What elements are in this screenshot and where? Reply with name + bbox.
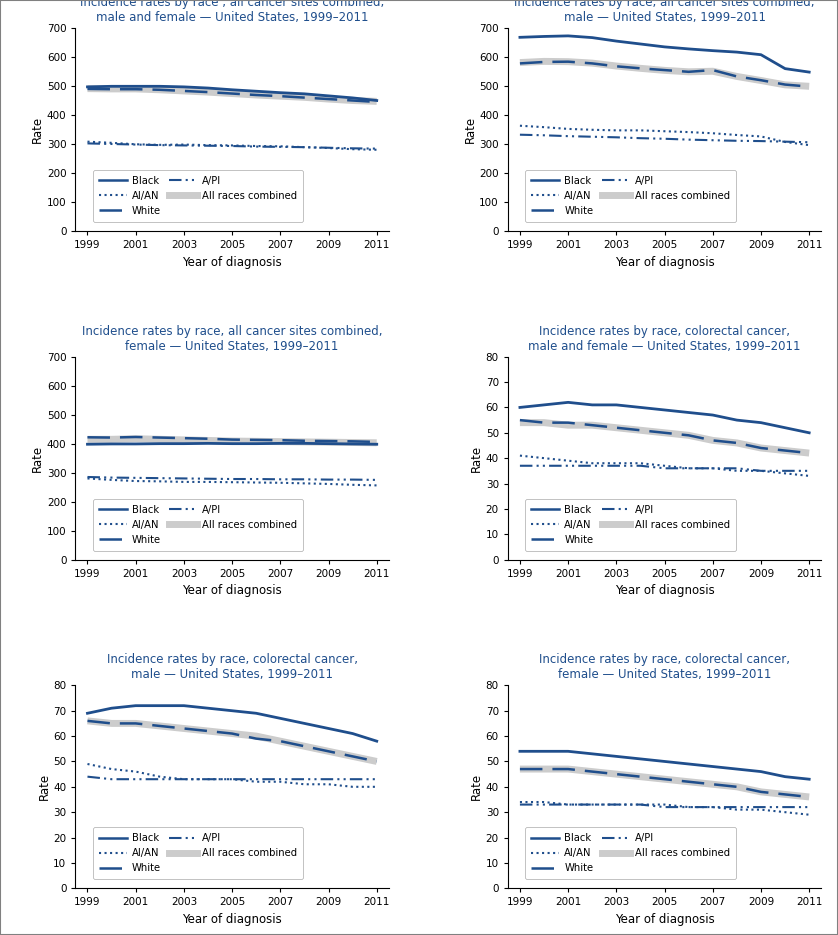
Y-axis label: Rate: Rate	[31, 116, 44, 143]
Y-axis label: Rate: Rate	[31, 444, 44, 472]
X-axis label: Year of diagnosis: Year of diagnosis	[182, 255, 282, 268]
Title: Incidence rates by race, colorectal cancer,
male and female — United States, 199: Incidence rates by race, colorectal canc…	[528, 324, 801, 352]
Legend: Black, AI/AN, White, A/PI, All races combined: Black, AI/AN, White, A/PI, All races com…	[93, 170, 303, 222]
Y-axis label: Rate: Rate	[470, 773, 483, 800]
Title: Incidence rates by race, all cancer sites combined,
female — United States, 1999: Incidence rates by race, all cancer site…	[82, 324, 382, 352]
X-axis label: Year of diagnosis: Year of diagnosis	[182, 584, 282, 597]
Y-axis label: Rate: Rate	[463, 116, 477, 143]
Y-axis label: Rate: Rate	[38, 773, 50, 800]
Legend: Black, AI/AN, White, A/PI, All races combined: Black, AI/AN, White, A/PI, All races com…	[93, 498, 303, 551]
Legend: Black, AI/AN, White, A/PI, All races combined: Black, AI/AN, White, A/PI, All races com…	[525, 827, 736, 879]
Legend: Black, AI/AN, White, A/PI, All races combined: Black, AI/AN, White, A/PI, All races com…	[93, 827, 303, 879]
X-axis label: Year of diagnosis: Year of diagnosis	[615, 913, 715, 926]
Y-axis label: Rate: Rate	[470, 444, 483, 472]
Title: Incidence rates by race , all cancer sites combined,
male and female — United St: Incidence rates by race , all cancer sit…	[80, 0, 385, 24]
X-axis label: Year of diagnosis: Year of diagnosis	[615, 255, 715, 268]
Legend: Black, AI/AN, White, A/PI, All races combined: Black, AI/AN, White, A/PI, All races com…	[525, 498, 736, 551]
X-axis label: Year of diagnosis: Year of diagnosis	[182, 913, 282, 926]
Title: Incidence rates by race, colorectal cancer,
male — United States, 1999–2011: Incidence rates by race, colorectal canc…	[106, 654, 358, 682]
Title: Incidence rates by race, all cancer sites combined,
male — United States, 1999–2: Incidence rates by race, all cancer site…	[515, 0, 815, 24]
X-axis label: Year of diagnosis: Year of diagnosis	[615, 584, 715, 597]
Legend: Black, AI/AN, White, A/PI, All races combined: Black, AI/AN, White, A/PI, All races com…	[525, 170, 736, 222]
Title: Incidence rates by race, colorectal cancer,
female — United States, 1999–2011: Incidence rates by race, colorectal canc…	[539, 654, 790, 682]
